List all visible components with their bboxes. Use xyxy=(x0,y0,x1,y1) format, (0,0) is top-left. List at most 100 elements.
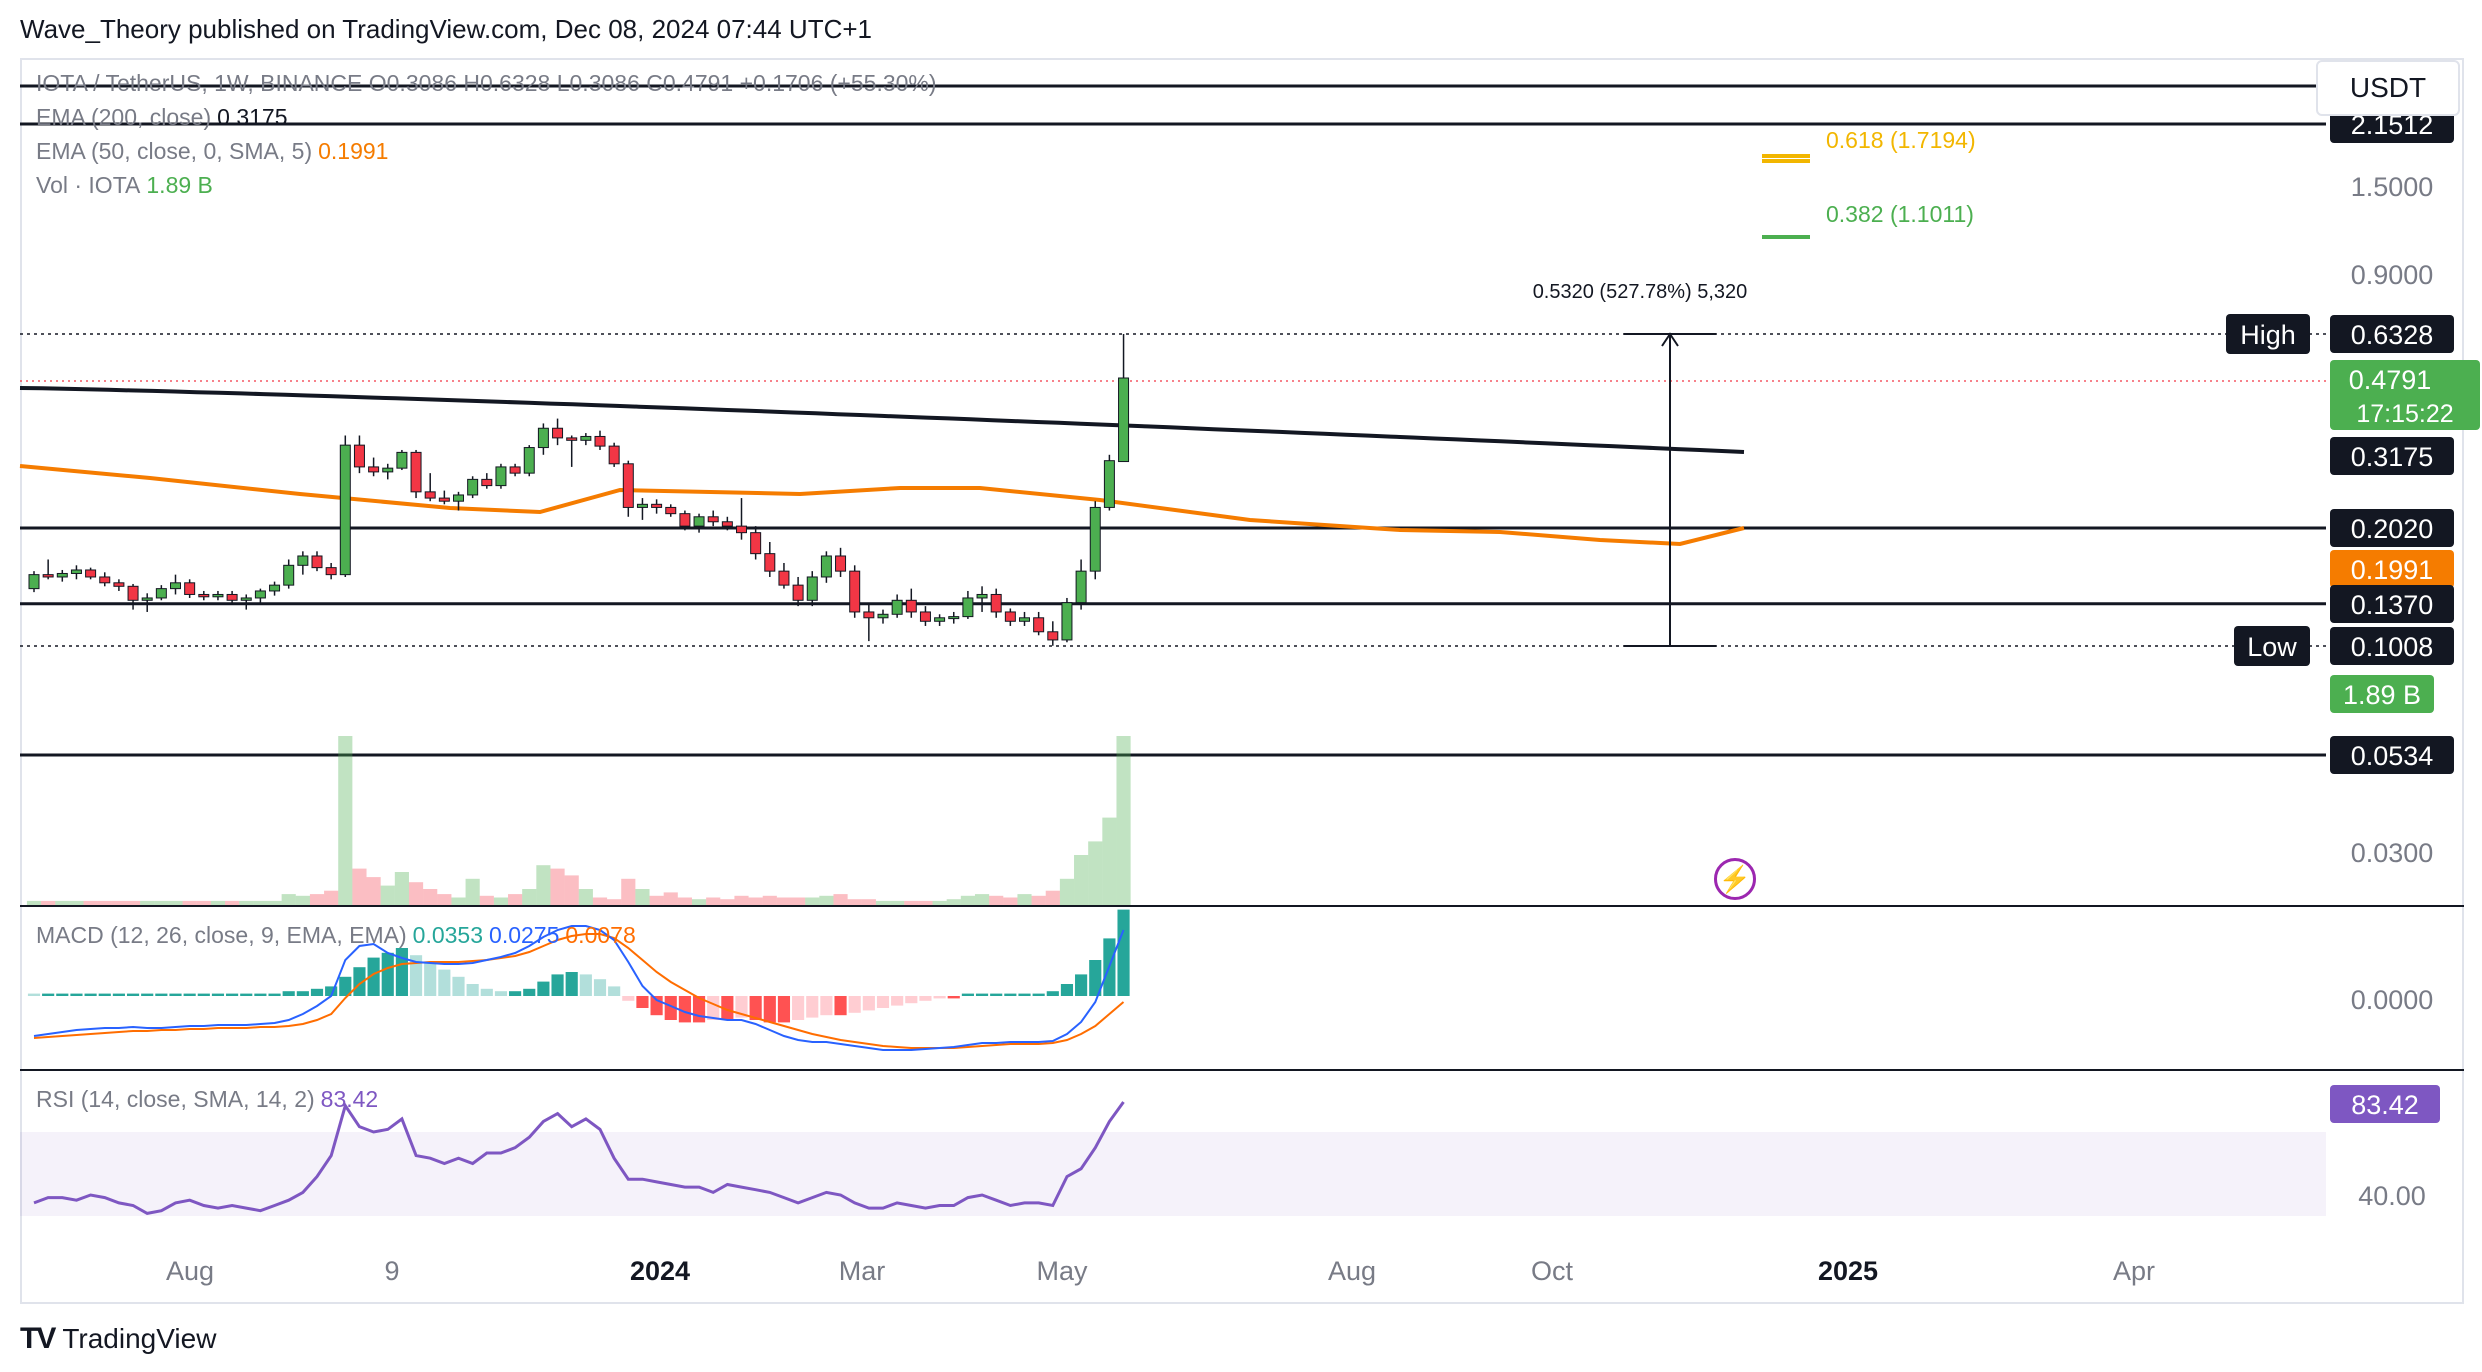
volume-bar xyxy=(423,889,438,906)
time-axis-tick: 9 xyxy=(384,1256,399,1286)
high-value-badge: 0.6328 xyxy=(2351,320,2434,350)
volume-bar xyxy=(776,897,792,906)
macd-hist-bar xyxy=(211,993,225,996)
candle-body xyxy=(453,494,464,502)
macd-hist-bar xyxy=(268,993,281,996)
level-badge-0534-bg xyxy=(2330,736,2454,774)
volume-bar xyxy=(536,865,551,906)
candle-body xyxy=(990,593,1002,613)
candle-body xyxy=(665,506,677,515)
macd-hist-bar xyxy=(339,976,352,996)
macd-hist-bar xyxy=(523,988,536,996)
volume-bar xyxy=(267,900,282,906)
macd-hist-bar xyxy=(1004,993,1017,996)
ema200-badge-bg xyxy=(2330,437,2454,475)
volume-bar xyxy=(295,895,310,906)
candle-body xyxy=(28,574,40,590)
footer-brand[interactable]: TV TradingView xyxy=(20,1322,216,1356)
rsi-axis-tick: 40.00 xyxy=(2358,1181,2426,1211)
chart-frame xyxy=(20,58,2464,1304)
macd-hist-bar xyxy=(240,993,253,996)
candle-body xyxy=(141,597,153,601)
candle-body xyxy=(240,597,252,601)
macd-hist-bar xyxy=(678,996,691,1023)
macd-hist-bar xyxy=(98,993,111,996)
volume-bar xyxy=(97,900,112,906)
macd-hist-bar xyxy=(226,993,239,996)
candle-body xyxy=(99,576,111,584)
volume-bar xyxy=(564,875,579,906)
volume-bar xyxy=(1074,855,1089,906)
volume-bar xyxy=(1003,897,1018,906)
price-axis-tick: 0.9000 xyxy=(2351,260,2434,290)
candle-body xyxy=(948,616,960,620)
volume-bar xyxy=(875,900,891,906)
rsi-legend-value: 83.42 xyxy=(320,1086,379,1112)
macd-hist-bar xyxy=(452,976,465,996)
volume-bar xyxy=(451,897,466,906)
macd-hist-bar xyxy=(1060,984,1074,996)
volume-bar xyxy=(508,894,523,906)
macd-hist-bar xyxy=(565,972,578,996)
candle-body xyxy=(339,444,351,576)
candle-body xyxy=(410,451,422,493)
macd-hist-value: 0.0353 xyxy=(412,922,484,948)
candle-body xyxy=(1118,377,1130,463)
macd-hist-bar xyxy=(721,996,734,1020)
ema200-line xyxy=(19,386,1745,454)
macd-hist-bar xyxy=(183,993,196,996)
volume-bar xyxy=(635,889,650,906)
volume-bar xyxy=(890,900,905,906)
volume-bar xyxy=(918,900,933,906)
macd-hist-bar xyxy=(919,996,932,1001)
volume-bar xyxy=(338,736,353,906)
candle-body xyxy=(127,585,139,601)
macd-hist-bar xyxy=(480,988,493,996)
candle-body xyxy=(368,466,380,473)
macd-hist-bar xyxy=(197,993,210,996)
volume-bars xyxy=(26,736,1131,906)
macd-signal-value: 0.0078 xyxy=(565,922,636,948)
time-axis-tick: 2024 xyxy=(630,1256,690,1286)
macd-axis-tick: 0.0000 xyxy=(2351,985,2434,1015)
footer-brand-label: TradingView xyxy=(62,1323,217,1354)
volume-bar xyxy=(168,900,183,906)
candle-body xyxy=(679,513,691,527)
level-badge-2020-bg xyxy=(2330,509,2454,547)
rsi-legend-label: RSI (14, close, SMA, 14, 2) xyxy=(36,1086,315,1112)
volume-bar xyxy=(847,899,862,906)
low-tag: Low xyxy=(2247,632,2297,662)
lightning-icon[interactable]: ⚡ xyxy=(1714,858,1756,900)
candle-body xyxy=(283,564,295,586)
candle-body xyxy=(438,497,450,502)
macd-hist-bar xyxy=(466,984,479,996)
macd-hist-bar xyxy=(961,993,974,996)
rsi-band xyxy=(20,1132,2326,1216)
macd-line-value: 0.0275 xyxy=(489,922,560,948)
candle-body xyxy=(254,590,266,599)
macd-hist-bar xyxy=(367,957,380,996)
candle-body xyxy=(792,584,804,601)
candle-body xyxy=(919,611,931,622)
candle-body xyxy=(552,427,564,439)
currency-button[interactable]: USDT xyxy=(2316,60,2460,116)
candle-body xyxy=(622,463,634,508)
volume-bar xyxy=(932,900,947,906)
candle-body xyxy=(509,466,521,474)
time-axis-tick: 2025 xyxy=(1818,1256,1878,1286)
macd-line xyxy=(33,925,1125,1051)
candle-body xyxy=(849,570,861,613)
candle-body xyxy=(523,447,535,474)
volume-bar xyxy=(592,897,608,906)
volume-legend-label: Vol · IOTA xyxy=(36,172,141,198)
macd-hist-bar xyxy=(537,981,550,996)
ema50-legend: EMA (50, close, 0, SMA, 5) 0.1991 xyxy=(36,138,388,165)
last-price-value: 0.4791 xyxy=(2349,365,2432,395)
volume-bar xyxy=(819,895,834,906)
volume-bar xyxy=(1116,736,1131,906)
volume-bar xyxy=(154,900,169,906)
macd-hist-bar xyxy=(438,969,451,996)
volume-bar xyxy=(1017,894,1032,906)
candle-body xyxy=(1089,506,1101,572)
